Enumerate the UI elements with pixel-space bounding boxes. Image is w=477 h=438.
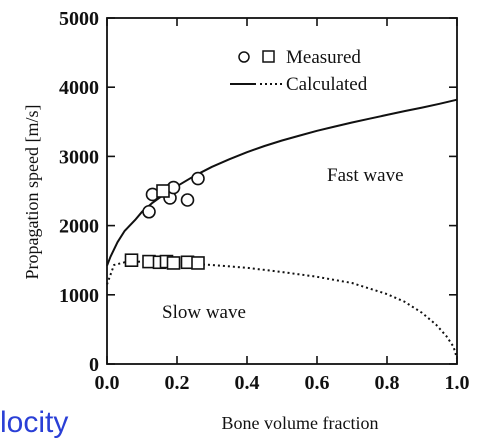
x-tick-label: 0.2: [165, 372, 190, 394]
y-tick-label: 3000: [59, 146, 99, 168]
data-point-square-slow-wave: [166, 256, 181, 270]
x-axis-ticks: 0.0 0.2 0.4 0.6 0.8 1.0: [95, 18, 470, 394]
data-point-circle-fast-wave: [191, 171, 205, 186]
calculated-line-fast-wave: [106, 98, 458, 267]
y-tick-label: 1000: [59, 285, 99, 307]
calculated-line-slow-wave: [106, 260, 458, 359]
overlay-text-fragment: locity: [0, 406, 68, 438]
annotation-slow-wave: Slow wave: [162, 302, 246, 323]
y-tick-label: 2000: [59, 216, 99, 238]
measured-markers: [124, 171, 205, 270]
legend: Measured Calculated: [230, 47, 368, 95]
x-tick-label: 0.4: [235, 372, 260, 394]
x-tick-label: 1.0: [445, 372, 470, 394]
calculated-curves: [106, 98, 458, 359]
data-point-square-slow-wave: [124, 253, 139, 267]
legend-label-measured: Measured: [286, 47, 361, 68]
data-point-circle-fast-wave: [142, 204, 156, 219]
y-tick-label: 0: [89, 354, 99, 376]
legend-label-calculated: Calculated: [286, 74, 368, 95]
plot-frame: [106, 17, 458, 365]
data-point-circle-fast-wave: [180, 193, 195, 207]
y-tick-label: 5000: [59, 8, 99, 30]
x-tick-label: 0.0: [95, 372, 120, 394]
legend-circle-marker: [238, 51, 250, 63]
legend-square-marker: [262, 50, 275, 63]
data-point-square-slow-wave: [191, 256, 205, 270]
x-tick-label: 0.6: [305, 372, 330, 394]
x-tick-label: 0.8: [375, 372, 400, 394]
data-point-square-fast-wave: [156, 184, 170, 198]
y-tick-label: 4000: [59, 77, 99, 99]
annotation-fast-wave: Fast wave: [327, 165, 404, 186]
y-axis-ticks: 0 1000 2000 3000 4000 5000: [59, 8, 457, 376]
x-axis-title: Bone volume fraction: [222, 413, 379, 433]
y-axis-title: Propagation speed [m/s]: [22, 105, 42, 280]
